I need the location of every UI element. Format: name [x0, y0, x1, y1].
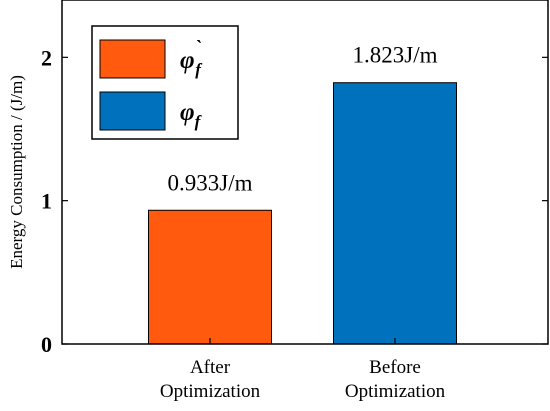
legend: φ` fφf: [92, 26, 238, 139]
y-tick-label-1: 1: [41, 189, 52, 214]
data-label-1: 1.823J/m: [353, 43, 438, 68]
y-tick-label-0: 0: [41, 332, 52, 357]
y-tick-label-2: 2: [41, 45, 52, 70]
legend-swatch-1: [100, 92, 165, 130]
x-tick-label-0: After Optimization: [160, 357, 261, 402]
x-tick-label-1: Before Optimization: [345, 357, 446, 402]
bar-1: [334, 83, 457, 344]
x-axis-labels: After Optimization Before Optimization: [160, 338, 446, 402]
data-label-0: 0.933J/m: [168, 170, 253, 195]
bar-0: [149, 210, 272, 344]
legend-swatch-0: [100, 40, 165, 78]
y-axis-label: Energy Consumption / (J/m): [7, 75, 26, 269]
